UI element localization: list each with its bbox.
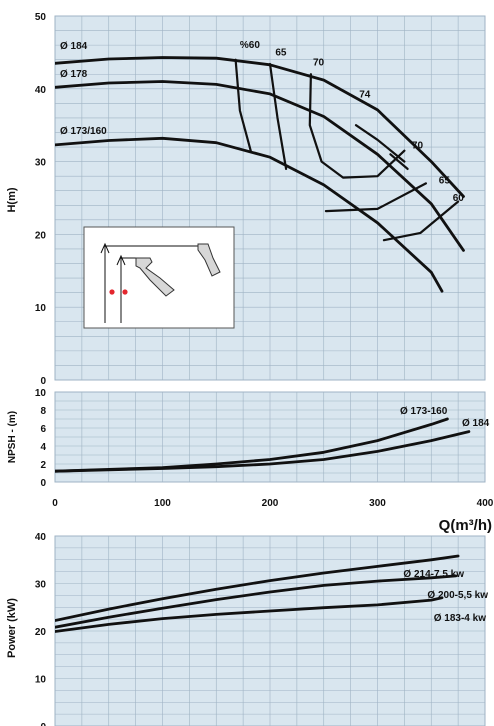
power-series-lines	[55, 554, 460, 633]
inset-arrow-up-icon	[100, 242, 110, 254]
series-line	[55, 136, 444, 293]
y-tick-label: 20	[35, 627, 47, 638]
y-tick-label: 2	[40, 460, 46, 471]
y-tick-label: 8	[40, 406, 46, 417]
series-line	[55, 554, 460, 622]
npsh-curve-panel: 0 2 4 6 8 10 0 100 200 300 400 NPSH - (m) Q(m³/h)…	[7, 388, 494, 534]
efficiency-label: 65	[439, 175, 451, 186]
efficiency-curves	[234, 58, 460, 242]
npsh-series-labels: Ø 173-160 Ø 184	[400, 406, 490, 429]
series-line	[55, 596, 444, 633]
series-line	[55, 80, 465, 252]
inset-impeller-icon	[197, 243, 221, 277]
power-y-axis-label: Power (kW)	[6, 598, 18, 658]
efficiency-label: %60	[240, 40, 260, 51]
series-label: Ø 184	[462, 418, 490, 429]
power-panel-grid	[54, 535, 486, 726]
y-tick-label: 30	[35, 580, 47, 591]
inset-marker-right	[122, 289, 128, 295]
series-label: Ø 173-160	[400, 406, 448, 417]
x-tick-label: 100	[154, 498, 171, 509]
y-tick-label: 4	[40, 442, 46, 453]
y-tick-label: 40	[35, 85, 47, 96]
series-line	[55, 574, 458, 629]
x-tick-label: 400	[477, 498, 494, 509]
y-tick-label: 30	[35, 158, 47, 169]
efficiency-curve	[389, 153, 409, 170]
head-series-labels: Ø 184 Ø 178 Ø 173/160	[60, 41, 107, 137]
y-tick-label: 0	[40, 376, 46, 387]
efficiency-curve	[354, 124, 406, 163]
efficiency-label: 70	[412, 140, 424, 151]
series-label: Ø 183-4 kw	[434, 613, 486, 624]
efficiency-label: 60	[453, 193, 465, 204]
power-curve-panel: 0 10 20 30 40 Power (kW) Ø 214-7,5 kw Ø 200-5…	[6, 532, 488, 726]
power-y-tick-labels: 0 10 20 30 40	[35, 532, 47, 726]
series-label: Ø 173/160	[60, 126, 107, 137]
y-tick-label: 6	[40, 424, 46, 435]
head-curve-panel: 0 10 20 30 40 50 H(m) Ø 184 Ø 178 Ø 173/160 %60…	[6, 12, 486, 387]
npsh-panel-grid	[54, 391, 486, 483]
inset-suction-line	[104, 245, 203, 323]
y-tick-label: 0	[40, 722, 46, 726]
x-tick-label: 0	[52, 498, 58, 509]
efficiency-curve	[268, 62, 288, 170]
npsh-y-axis-label: NPSH - (m)	[7, 411, 18, 463]
x-tick-label: 300	[369, 498, 386, 509]
head-y-tick-labels: 0 10 20 30 40 50	[35, 12, 47, 387]
npsh-series-lines	[55, 417, 471, 473]
inset-level-line	[120, 257, 136, 323]
head-y-axis-label: H(m)	[6, 187, 18, 212]
y-tick-label: 10	[35, 303, 47, 314]
inset-arrow-up-small-icon	[116, 254, 126, 266]
series-label: Ø 214-7,5 kw	[403, 569, 464, 580]
x-tick-label: 200	[262, 498, 279, 509]
series-label: Ø 184	[60, 41, 88, 52]
series-label: Ø 178	[60, 69, 88, 80]
efficiency-curve	[308, 73, 406, 179]
flow-x-axis-label: Q(m³/h)	[439, 517, 492, 534]
y-tick-label: 50	[35, 12, 47, 23]
efficiency-label: 70	[313, 58, 325, 69]
y-tick-label: 20	[35, 230, 47, 241]
pump-sketch-inset	[83, 226, 235, 329]
y-tick-label: 10	[35, 675, 47, 686]
efficiency-curve	[382, 200, 460, 242]
inset-marker-left	[109, 289, 115, 295]
inset-pipe-bend-icon	[135, 257, 175, 297]
y-tick-label: 0	[40, 478, 46, 489]
efficiency-curve	[324, 182, 427, 213]
efficiency-label: 65	[275, 47, 287, 58]
series-label: Ø 200-5,5 kw	[427, 590, 488, 601]
efficiency-label: 74	[359, 90, 371, 101]
npsh-y-tick-labels: 0 2 4 6 8 10	[35, 388, 47, 489]
npsh-x-tick-labels: 0 100 200 300 400	[52, 498, 494, 509]
series-line	[55, 430, 471, 473]
y-tick-label: 10	[35, 388, 47, 399]
efficiency-curve	[234, 58, 252, 152]
y-tick-label: 40	[35, 532, 47, 543]
power-series-labels: Ø 214-7,5 kw Ø 200-5,5 kw Ø 183-4 kw	[403, 569, 488, 624]
